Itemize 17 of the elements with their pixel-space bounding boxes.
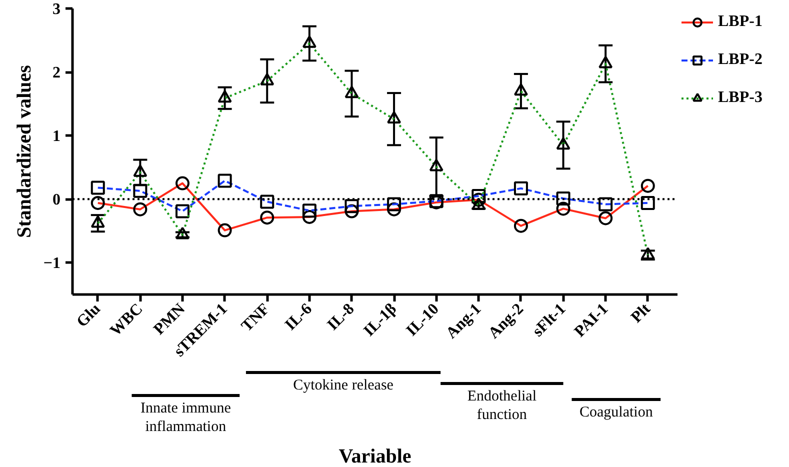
x-tick-label: Glu bbox=[74, 300, 104, 331]
legend-label: LBP-2 bbox=[718, 51, 762, 69]
text: Endothelial function bbox=[467, 388, 537, 423]
y-tick-label: 3 bbox=[52, 1, 60, 18]
y-tick-label: 2 bbox=[52, 64, 60, 82]
text: Cytokine release bbox=[293, 378, 394, 394]
text: Coagulation bbox=[579, 404, 654, 420]
x-tick-label: Plt bbox=[628, 300, 654, 326]
y-tick-label: 1 bbox=[52, 128, 60, 146]
legend-label: LBP-1 bbox=[718, 13, 762, 31]
y-tick-label: 0 bbox=[52, 192, 60, 209]
text: Innate immune inflammation bbox=[140, 400, 232, 435]
legend-label: LBP-3 bbox=[718, 89, 762, 107]
x-tick-label: IL-8 bbox=[324, 300, 358, 334]
y-tick-label: −1 bbox=[43, 255, 61, 272]
y-axis-title: Standardized values bbox=[13, 64, 36, 238]
x-axis-title: Variable bbox=[338, 446, 412, 467]
